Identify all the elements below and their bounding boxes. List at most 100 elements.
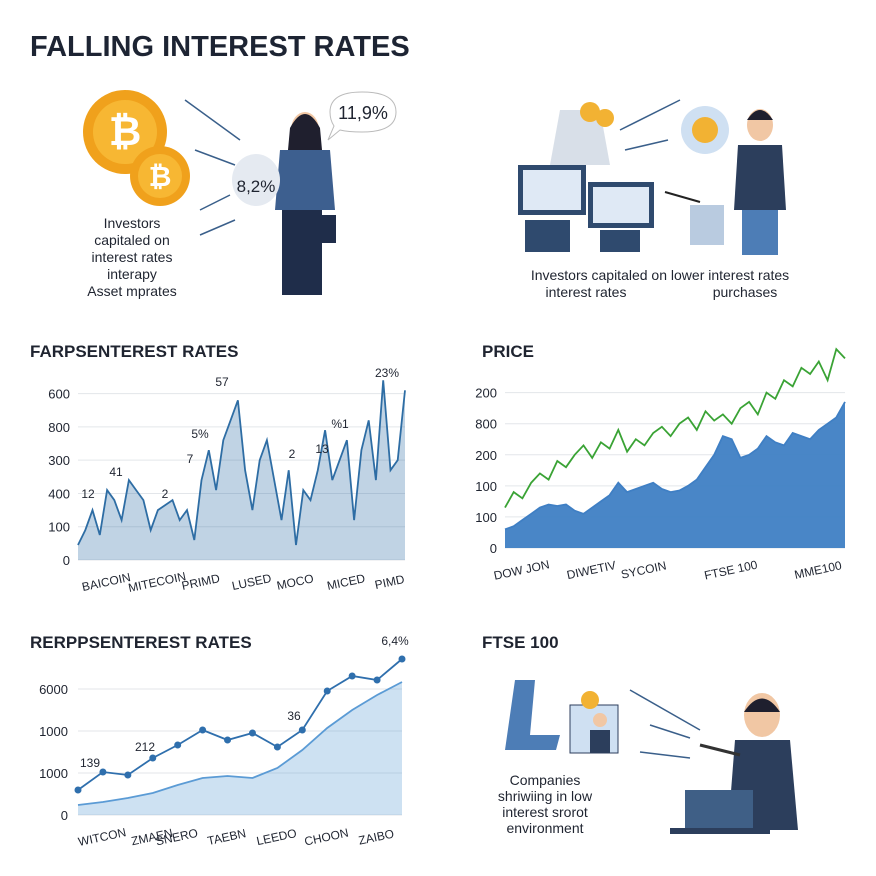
marker — [99, 768, 107, 776]
chart-title: RERPPSENTEREST RATES — [30, 633, 252, 652]
caption: environment — [506, 820, 583, 836]
x-tick-label: MICED — [326, 571, 367, 593]
y-tick-label: 100 — [48, 520, 70, 535]
marker — [273, 743, 281, 751]
x-tick-label: DOW JON — [492, 557, 550, 582]
motion-lines — [629, 689, 701, 759]
caption: interest rates — [92, 249, 173, 265]
x-tick-label: MOCO — [275, 571, 314, 592]
bubble-text: 11,9% — [338, 103, 388, 123]
annotation: 5% — [191, 427, 209, 441]
x-tick-label: TAEBN — [206, 826, 247, 848]
marker — [224, 736, 232, 744]
annotation: %1 — [331, 417, 349, 431]
office — [505, 680, 798, 834]
svg-text:₿: ₿ — [109, 110, 142, 154]
annotation: 12 — [81, 487, 95, 501]
line — [504, 347, 846, 509]
x-tick-label: MME100 — [793, 558, 843, 582]
y-tick-label: 1000 — [39, 766, 68, 781]
panel-heading: FTSE 100 — [482, 633, 559, 652]
line — [77, 380, 406, 546]
y-tick-label: 0 — [63, 553, 70, 568]
speech-bubble — [327, 91, 397, 141]
area — [78, 682, 402, 815]
caption: purchases — [713, 284, 778, 300]
motion-lines — [184, 99, 241, 236]
x-tick-label: SYCOIN — [620, 558, 668, 581]
marker — [124, 771, 132, 779]
marker — [373, 676, 381, 684]
caption: capitaled on — [94, 232, 170, 248]
man — [681, 106, 786, 255]
chart-title: FARPSENTEREST RATES — [30, 342, 238, 361]
caption: interest srorot — [502, 804, 588, 820]
y-tick-label: 0 — [61, 808, 68, 823]
y-tick-label: 800 — [48, 420, 70, 435]
y-tick-label: 100 — [475, 510, 497, 525]
y-tick-label: 400 — [48, 486, 70, 501]
chart-title: PRICE — [482, 342, 534, 361]
y-tick-label: 300 — [48, 453, 70, 468]
bubble-text: 8,2% — [237, 177, 276, 196]
caption: Investors — [104, 215, 161, 231]
x-tick-label: LUSED — [231, 571, 273, 593]
x-tick-label: LEEDO — [255, 826, 298, 848]
x-tick-label: PIMD — [374, 572, 407, 592]
line — [77, 658, 403, 791]
x-tick-label: FTSE 100 — [703, 558, 759, 583]
marker — [149, 754, 157, 762]
svg-text:₿: ₿ — [149, 161, 172, 192]
x-tick-label: PRIMD — [180, 571, 221, 593]
area — [78, 380, 405, 560]
marker — [74, 786, 82, 794]
marker — [323, 687, 331, 695]
caption: Asset mprates — [87, 283, 176, 299]
main-title: FALLING INTEREST RATES — [30, 31, 410, 63]
motion-lines — [619, 99, 681, 151]
marker — [398, 655, 406, 663]
annotation: 2 — [289, 447, 296, 461]
marker — [199, 726, 207, 734]
marker — [174, 741, 182, 749]
y-tick-label: 200 — [475, 386, 497, 401]
caption: Companies — [510, 772, 581, 788]
marker — [348, 672, 356, 680]
coins: ₿ ₿ — [83, 90, 190, 206]
y-tick-label: 1000 — [39, 724, 68, 739]
area — [505, 401, 845, 548]
annotation: 13 — [315, 442, 329, 456]
x-tick-label: WITCON — [77, 825, 128, 849]
caption: shriwiing in low — [498, 788, 593, 804]
annotation: 23% — [375, 366, 399, 380]
annotation: 36 — [287, 709, 301, 723]
annotation: 57 — [215, 375, 229, 389]
caption: interapy — [107, 266, 157, 282]
computers — [518, 102, 724, 252]
annotation: 6,4% — [381, 634, 409, 648]
caption: interest rates — [546, 284, 627, 300]
y-tick-label: 100 — [475, 479, 497, 494]
x-tick-label: MITECOIN — [127, 569, 187, 595]
annotation: 139 — [80, 756, 100, 770]
annotation: 7 — [187, 452, 194, 466]
y-tick-label: 6000 — [39, 682, 68, 697]
marker — [298, 726, 306, 734]
y-tick-label: 800 — [475, 417, 497, 432]
line — [504, 401, 846, 531]
y-tick-label: 600 — [48, 387, 70, 402]
x-tick-label: DIWETIV — [565, 558, 617, 582]
y-tick-label: 0 — [490, 541, 497, 556]
x-tick-label: CHOON — [303, 826, 350, 849]
annotation: 41 — [109, 465, 123, 479]
marker — [248, 729, 256, 737]
line — [77, 681, 403, 806]
annotation: 212 — [135, 740, 155, 754]
x-tick-label: BAICOIN — [81, 570, 132, 594]
y-tick-label: 200 — [475, 448, 497, 463]
x-tick-label: ZAIBO — [357, 826, 395, 847]
caption: Investors capitaled on lower interest ra… — [531, 267, 789, 283]
annotation: 2 — [162, 487, 169, 501]
woman — [232, 112, 336, 295]
